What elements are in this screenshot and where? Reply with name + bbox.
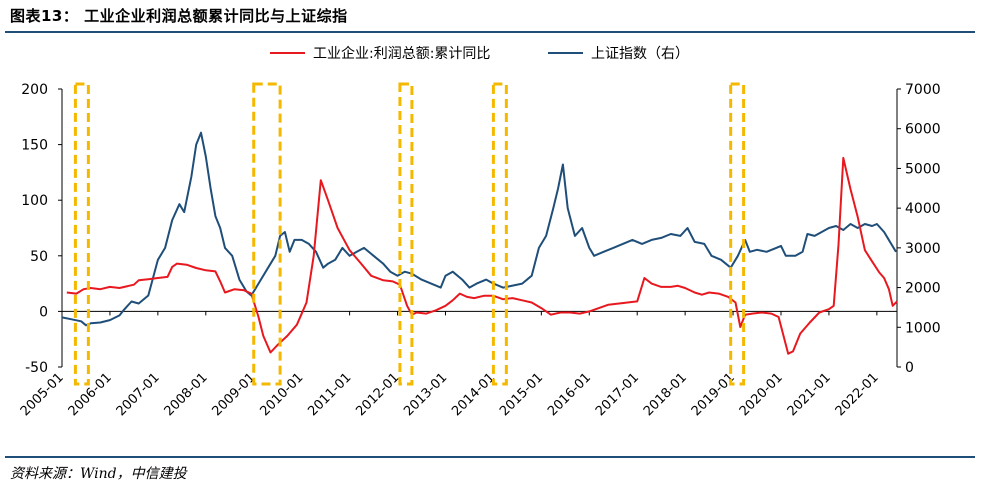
- x-tick-label: 2015-01: [497, 370, 546, 419]
- x-tick-label: 2020-01: [737, 370, 786, 419]
- y-right-tick-label: 1000: [905, 320, 941, 336]
- x-tick-label: 2006-01: [66, 370, 115, 419]
- title-divider: [5, 31, 975, 33]
- highlight-box: [491, 82, 508, 386]
- chart-canvas: -500501001502000100020003000400050006000…: [18, 45, 941, 419]
- highlight-box: [729, 82, 746, 386]
- y-right-tick-label: 2000: [905, 281, 941, 297]
- y-right-tick-label: 4000: [905, 201, 941, 217]
- source-divider: [5, 456, 975, 458]
- source-note: 资料来源：Wind，中信建投: [10, 466, 187, 482]
- y-right-tick-label: 7000: [905, 82, 941, 98]
- x-tick-label: 2019-01: [689, 370, 738, 419]
- y-left-tick-label: 100: [21, 193, 48, 209]
- x-tick-label: 2008-01: [162, 370, 211, 419]
- x-tick-label: 2021-01: [785, 370, 834, 419]
- x-tick-label: 2014-01: [449, 370, 498, 419]
- legend-label-profit: 工业企业:利润总额:累计同比: [313, 45, 490, 62]
- y-left-tick-label: 200: [21, 82, 48, 98]
- x-tick-label: 2016-01: [545, 370, 594, 419]
- series-line-industrial-profit: [66, 156, 898, 355]
- y-left-tick-label: 50: [30, 249, 48, 265]
- legend-label-index: 上证指数（右）: [591, 46, 689, 62]
- x-tick-label: 2005-01: [18, 370, 67, 419]
- y-right-tick-label: 6000: [905, 122, 941, 138]
- y-left-tick-label: 0: [39, 304, 48, 320]
- x-tick-label: 2007-01: [114, 370, 163, 419]
- y-left-tick-label: -50: [25, 360, 48, 376]
- x-tick-label: 2018-01: [641, 370, 690, 419]
- chart-title: 图表13： 工业企业利润总额累计同比与上证综指: [10, 7, 348, 25]
- highlight-box: [73, 82, 90, 386]
- series-line-shanghai-index: [61, 131, 897, 327]
- x-tick-label: 2009-01: [210, 370, 259, 419]
- x-tick-label: 2012-01: [353, 370, 402, 419]
- y-right-tick-label: 0: [905, 360, 914, 376]
- highlight-box: [398, 82, 414, 386]
- highlight-box: [252, 82, 282, 386]
- y-left-tick-label: 150: [21, 138, 48, 154]
- x-tick-label: 2017-01: [593, 370, 642, 419]
- y-right-tick-label: 3000: [905, 241, 941, 257]
- x-tick-label: 2011-01: [305, 370, 354, 419]
- y-right-tick-label: 5000: [905, 161, 941, 177]
- x-tick-label: 2010-01: [257, 370, 306, 419]
- x-tick-label: 2022-01: [833, 370, 882, 419]
- x-tick-label: 2013-01: [401, 370, 450, 419]
